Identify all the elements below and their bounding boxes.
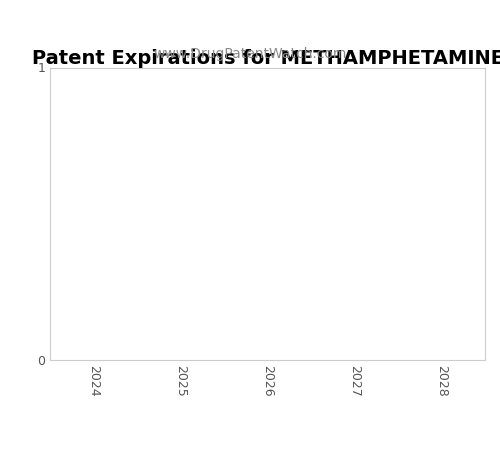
Text: www.DrugPatentWatch.com: www.DrugPatentWatch.com	[154, 47, 346, 61]
Title: Patent Expirations for METHAMPHETAMINE: Patent Expirations for METHAMPHETAMINE	[32, 49, 500, 68]
